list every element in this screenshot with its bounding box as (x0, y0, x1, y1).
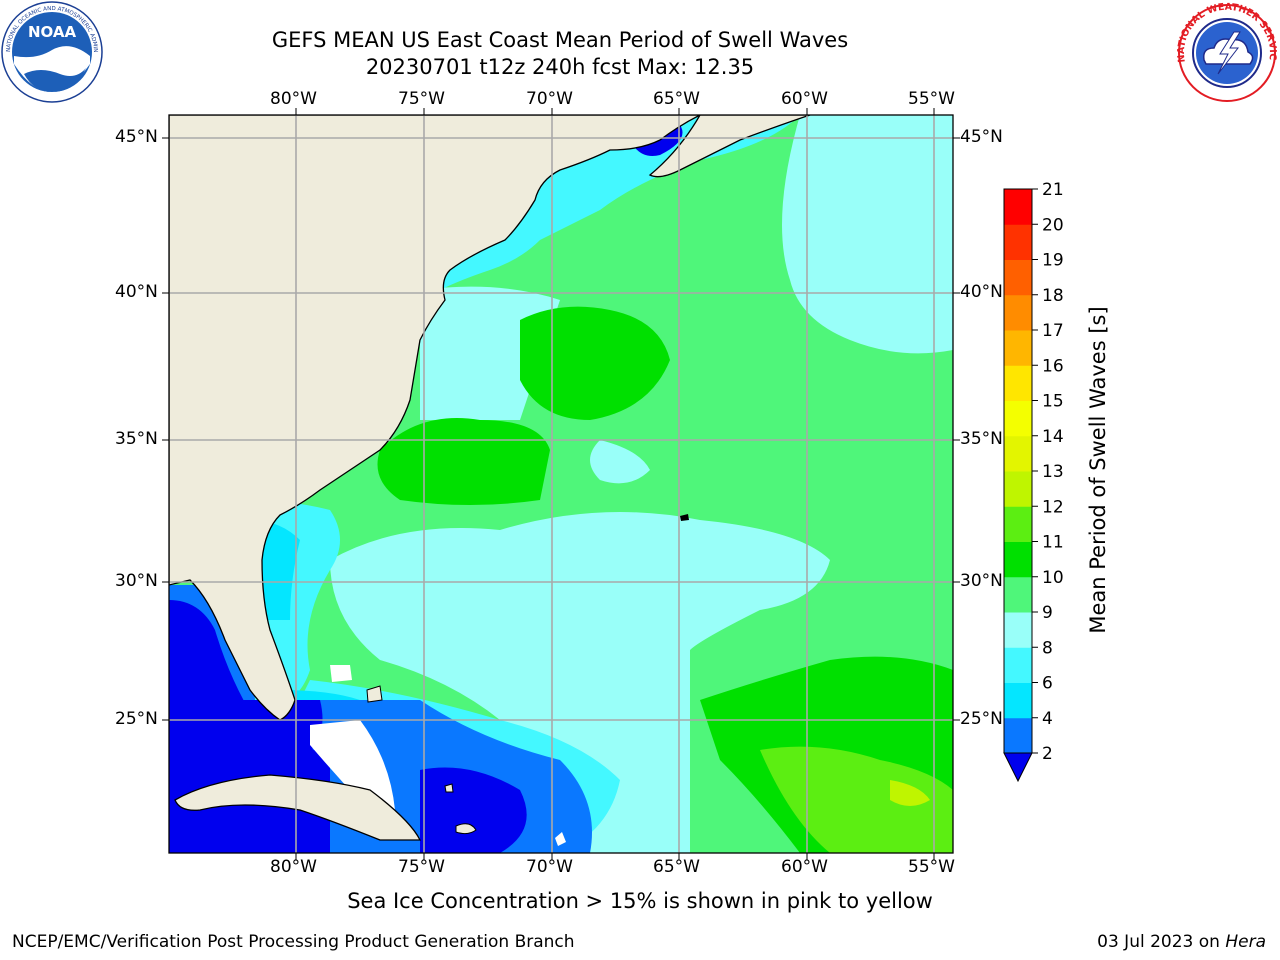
colorbar-bin (1004, 294, 1032, 331)
colorbar-bin (1004, 471, 1032, 507)
colorbar-tick-label: 2 (1042, 744, 1053, 764)
colorbar-tick-label: 18 (1042, 286, 1064, 306)
colorbar-tick-label: 6 (1042, 674, 1053, 694)
lon-label-top: 65°W (653, 89, 700, 109)
colorbar-tick-label: 14 (1042, 427, 1064, 447)
map-subtitle: 20230701 t12z 240h fcst Max: 12.35 (365, 55, 755, 79)
lat-label-right: 45°N (960, 127, 1003, 147)
colorbar-bin (1004, 647, 1032, 683)
colorbar-tick-label: 8 (1042, 638, 1053, 658)
lon-label-top: 70°W (526, 89, 573, 109)
colorbar-bin (1004, 541, 1032, 578)
lat-label-right: 40°N (960, 282, 1003, 302)
lat-label-right: 35°N (960, 429, 1003, 449)
lat-label-right: 30°N (960, 571, 1003, 591)
colorbar-tick-label: 12 (1042, 497, 1064, 517)
colorbar-bin (1004, 682, 1032, 719)
colorbar-tick-label: 10 (1042, 568, 1064, 588)
lon-label-bottom: 60°W (781, 857, 828, 877)
lon-label-bottom: 65°W (653, 857, 700, 877)
colorbar-bin (1004, 435, 1032, 472)
colorbar-tick-label: 9 (1042, 603, 1053, 623)
colorbar-tick-label: 15 (1042, 392, 1064, 412)
swell-field (169, 115, 953, 853)
colorbar-tick-label: 11 (1042, 533, 1064, 553)
graticule (169, 115, 953, 853)
nws-logo: NATIONAL WEATHER SERVICE (1176, 2, 1278, 102)
footer-machine: Hera (1225, 932, 1266, 952)
lon-label-bottom: 55°W (908, 857, 955, 877)
colorbar-bin (1004, 576, 1032, 613)
map-frame (168, 114, 954, 854)
colorbar-bin (1004, 400, 1032, 437)
colorbar-bin (1004, 224, 1032, 260)
noaa-logo: NOAA NATIONAL OCEANIC AND ATMOSPHERIC AD… (0, 0, 103, 103)
lon-label-bottom: 70°W (526, 857, 573, 877)
lat-label-left: 40°N (115, 282, 158, 302)
lon-label-top: 55°W (908, 89, 955, 109)
colorbar-bin (1004, 612, 1032, 648)
lat-label-left: 25°N (115, 709, 158, 729)
colorbar-bin (1004, 506, 1032, 542)
colorbar-tick-label: 20 (1042, 215, 1064, 235)
colorbar-bin (1004, 717, 1032, 754)
lon-label-bottom: 80°W (270, 857, 317, 877)
footer-date-text: 03 Jul 2023 on (1097, 932, 1226, 952)
footer-date: 03 Jul 2023 on Hera (1097, 932, 1266, 952)
colorbar-tick-label: 17 (1042, 321, 1064, 341)
colorbar-tick-label: 19 (1042, 251, 1064, 271)
map-title: GEFS MEAN US East Coast Mean Period of S… (271, 28, 849, 52)
lon-label-top: 75°W (398, 89, 445, 109)
colorbar-tick-label: 13 (1042, 462, 1064, 482)
colorbar: 2 4 6 8 9 10 11 12 13 14 15 16 17 18 19 20 21 (1003, 180, 1064, 783)
lat-label-left: 30°N (115, 571, 158, 591)
colorbar-tick-label: 4 (1042, 709, 1053, 729)
lat-label-left: 45°N (115, 127, 158, 147)
lon-label-top: 80°W (270, 89, 317, 109)
svg-text:NOAA: NOAA (28, 23, 77, 41)
colorbar-under-extension (1003, 752, 1033, 783)
footer-credit: NCEP/EMC/Verification Post Processing Pr… (12, 932, 575, 952)
colorbar-tick-label: 16 (1042, 356, 1064, 376)
lon-label-bottom: 75°W (398, 857, 445, 877)
lat-label-left: 35°N (115, 429, 158, 449)
colorbar-bin (1004, 365, 1032, 401)
colorbar-bin (1004, 189, 1032, 225)
colorbar-label: Mean Period of Swell Waves [s] (1086, 306, 1110, 634)
lat-label-right: 25°N (960, 709, 1003, 729)
lon-label-top: 60°W (781, 89, 828, 109)
colorbar-bin (1004, 259, 1032, 296)
sea-ice-note: Sea Ice Concentration > 15% is shown in … (347, 889, 933, 913)
colorbar-tick-label: 21 (1042, 180, 1064, 200)
colorbar-bin (1004, 330, 1032, 366)
